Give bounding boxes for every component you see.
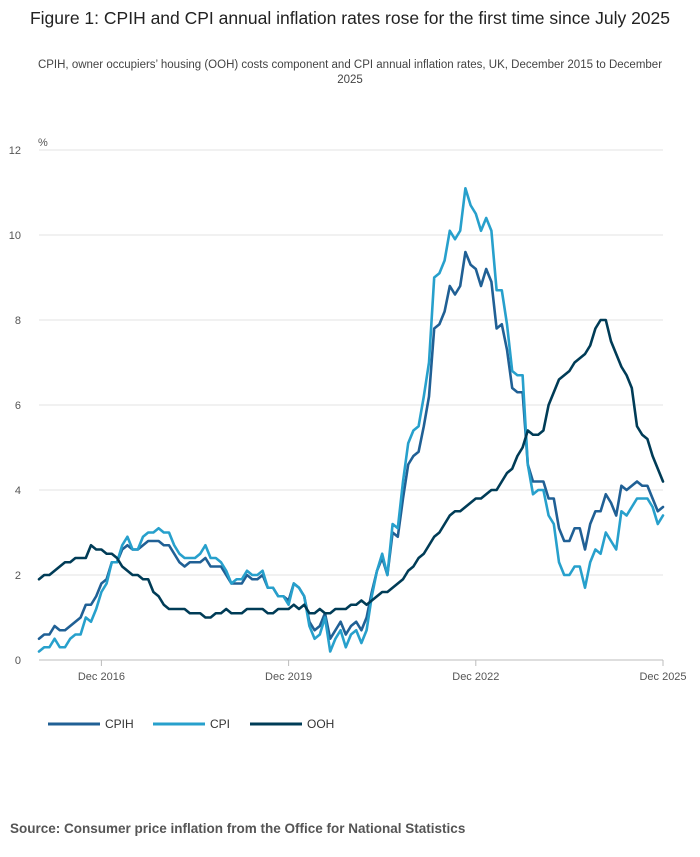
series-line-ooh [37,318,665,619]
y-tick-label: 12 [9,145,21,157]
y-tick-label: 0 [15,655,21,667]
series-line-cpi [37,186,665,653]
legend: CPIH CPI OOH [48,717,334,731]
y-tick-label: 2 [15,570,21,582]
gridlines [39,149,663,661]
y-tick-label: 4 [15,485,21,497]
series-line-cpih [37,250,665,641]
series-lines [37,186,665,653]
chart-title: Figure 1: CPIH and CPI annual inflation … [29,8,671,28]
y-tick-label: 8 [15,315,21,327]
chart-subtitle: CPIH, owner occupiers’ housing (OOH) cos… [37,59,663,86]
legend-label-cpi: CPI [210,717,230,731]
legend-label-ooh: OOH [307,717,334,731]
source-note: Source: Consumer price inflation from th… [10,821,466,836]
x-axis: Dec 2016 Dec 2019 Dec 2022 Dec 2025 [78,660,687,683]
x-tick-label: Dec 2025 [639,671,686,683]
x-tick-label: Dec 2019 [265,671,312,683]
y-axis: 0 2 4 6 8 10 12% [9,137,48,667]
y-tick-label: 6 [15,400,21,412]
y-axis-unit: % [38,137,48,149]
y-tick-label: 10 [9,230,21,242]
x-tick-label: Dec 2016 [78,671,125,683]
x-tick-label: Dec 2022 [452,671,499,683]
legend-label-cpih: CPIH [105,717,134,731]
